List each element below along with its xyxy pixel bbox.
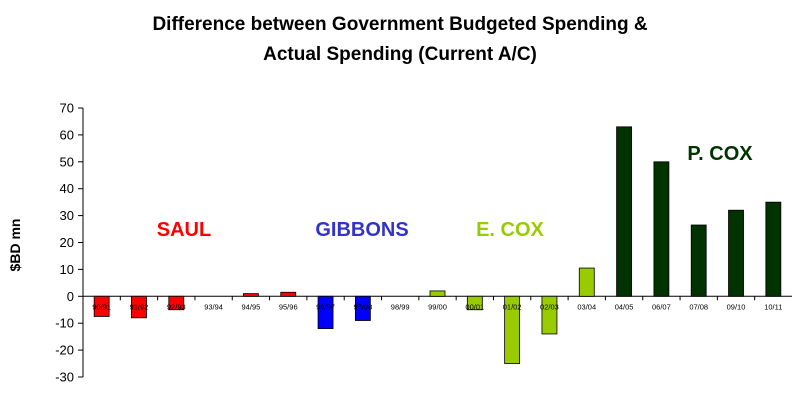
y-tick-label: 0 <box>67 289 74 304</box>
bar-97-98 <box>354 295 371 321</box>
bar-07-08 <box>690 224 707 297</box>
chart-title-line-2: Actual Spending (Current A/C) <box>263 44 537 65</box>
y-tick-label: -10 <box>55 316 74 331</box>
y-tick-label: 60 <box>60 127 74 142</box>
bar-92-93 <box>168 295 185 311</box>
bar-94-95 <box>243 293 259 297</box>
y-tick-label: 40 <box>60 181 74 196</box>
y-tick-label: 70 <box>60 101 74 116</box>
y-tick-label: 10 <box>60 262 74 277</box>
category-label: 04/05 <box>615 302 634 311</box>
bar-95-96 <box>280 291 297 297</box>
category-label: 09/10 <box>727 302 746 311</box>
category-label: 91/92 <box>130 302 149 311</box>
annotation-p-cox: P. COX <box>687 143 753 165</box>
category-label: 00/01 <box>465 302 484 311</box>
bar-04-05 <box>616 126 632 297</box>
category-label: 01/02 <box>503 302 522 311</box>
bar-91-92 <box>131 295 147 319</box>
bar-01-02 <box>504 295 521 364</box>
bar-90-91 <box>93 295 110 317</box>
bar-10-11 <box>765 201 782 297</box>
y-ticks: -30 -20 -10 0 10 20 30 40 50 60 70 <box>55 101 83 385</box>
category-label: 92/93 <box>167 302 186 311</box>
category-label: 03/04 <box>577 302 596 311</box>
annotation-e-cox: E. COX <box>476 219 544 241</box>
bars <box>93 126 782 364</box>
category-label: 10/11 <box>764 302 782 311</box>
category-label: 94/95 <box>242 302 261 311</box>
category-label: 07/08 <box>689 302 708 311</box>
category-labels: 90/91 91/92 92/93 93/94 94/95 95/96 96/97 97/98… <box>82 296 782 311</box>
bar-02-03 <box>541 295 558 335</box>
category-label: 93/94 <box>204 302 223 311</box>
y-tick-label: -20 <box>55 343 74 358</box>
chart-title-line-1: Difference between Government Budgeted S… <box>152 14 648 35</box>
annotation-gibbons: GIBBONS <box>315 219 408 241</box>
bar-09-10 <box>728 209 744 297</box>
bar-06-07 <box>653 161 670 297</box>
y-tick-label: 20 <box>60 235 74 250</box>
y-tick-label: 50 <box>60 154 74 169</box>
category-label: 99/00 <box>428 302 447 311</box>
bar-00-01 <box>466 295 483 311</box>
bar-03-04 <box>578 267 595 297</box>
y-tick-label: -30 <box>55 370 74 385</box>
y-axis-label: $BD mn <box>7 219 23 272</box>
category-label: 90/91 <box>92 302 111 311</box>
category-label: 06/07 <box>652 302 671 311</box>
category-label: 95/96 <box>279 302 298 311</box>
category-label: 97/98 <box>353 302 372 311</box>
bar-99-00 <box>429 290 446 297</box>
y-tick-label: 30 <box>60 208 74 223</box>
annotations: SAUL GIBBONS E. COX P. COX <box>157 143 753 241</box>
category-label: 02/03 <box>540 302 559 311</box>
bar-96-97 <box>317 295 334 329</box>
annotation-saul: SAUL <box>157 219 211 241</box>
category-label: 98/99 <box>391 302 410 311</box>
category-label: 96/97 <box>316 302 335 311</box>
